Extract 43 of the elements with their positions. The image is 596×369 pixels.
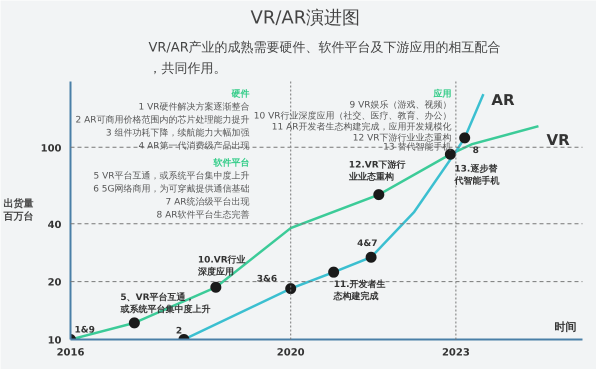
- annotation: 1&9: [74, 326, 95, 336]
- chart-subtitle: VR/AR产业的成熟需要硬件、软件平台及下游应用的相互配合，共同作用。: [148, 40, 501, 76]
- series-label: VR: [546, 131, 570, 150]
- annotation: 10.VR行业深度应用: [196, 254, 246, 278]
- point: [285, 283, 296, 294]
- annotation: 12.VR下游行业业态重构: [348, 160, 406, 183]
- annotation: 9 VR娱乐（游戏、视频）: [350, 100, 452, 110]
- annotation: 1 VR硬件解决方案逐渐整合: [138, 102, 250, 112]
- x-axis-title: 时间: [554, 320, 576, 334]
- y-axis-title: 出货量百万台: [2, 197, 34, 223]
- x-tick-label: 2016: [56, 348, 84, 358]
- annotation: 2 AR可商用价格范围内的芯片处理能力提升: [76, 114, 250, 126]
- series-label: AR: [491, 91, 516, 110]
- y-tick-label: 100: [40, 143, 62, 154]
- annotation: 7 AR统治级平台出现: [166, 196, 250, 208]
- annotation: 软件平台: [212, 158, 250, 168]
- annotation: 3&6: [256, 274, 278, 285]
- x-tick-label: 2023: [442, 348, 470, 358]
- annotation: 3 组件功耗下降，续航能力大幅加强: [106, 128, 250, 138]
- x-tick-label: 2020: [276, 348, 305, 358]
- annotation: 应用: [432, 88, 452, 100]
- point: [328, 266, 340, 278]
- annotation: 10 VR行业深度应用（社交、医疗、教育、办公）: [254, 110, 452, 122]
- annotation: 8 AR软件平台生态完善: [156, 210, 250, 220]
- y-tick-label: 40: [48, 220, 62, 231]
- point: [373, 189, 384, 200]
- annotation: 硬件: [230, 88, 250, 100]
- annotation: 11.开发者生态构建完成: [332, 279, 386, 302]
- annotation: 6 5G网络商用，为可穿戴提供通信基础: [93, 184, 250, 194]
- annotation: 2: [176, 326, 182, 336]
- annotation: 11 AR开发者生态构建完成，应用开发规模化: [272, 122, 452, 132]
- point: [366, 252, 377, 263]
- y-tick-label: 20: [48, 278, 62, 289]
- annotation: 12 VR下游行业业态重构: [352, 132, 452, 144]
- point: [459, 132, 470, 144]
- point: [128, 317, 140, 328]
- annotation: 5 VR平台互通，或系统平台集中度上升: [94, 170, 250, 182]
- annotation: 13.逐步替代智能手机: [453, 163, 500, 186]
- point: [210, 282, 222, 293]
- annotation: 8: [472, 146, 479, 156]
- y-tick-label: 10: [48, 336, 62, 346]
- chart-title: VR/AR演进图: [250, 8, 360, 28]
- annotation: 4&7: [357, 239, 378, 250]
